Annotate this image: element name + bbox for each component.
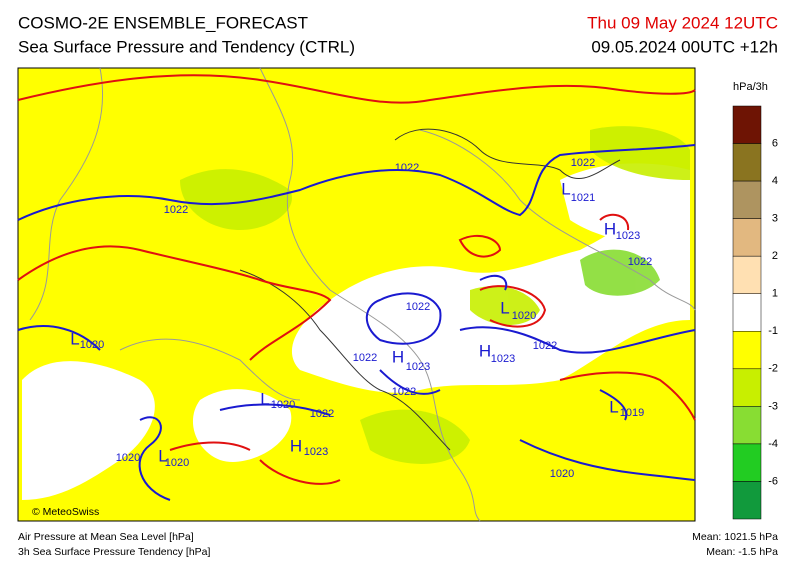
footer-line: Air Pressure at Mean Sea Level [hPa] <box>18 531 194 543</box>
pressure-label: 1022 <box>164 204 188 216</box>
pressure-label: 1020 <box>80 339 104 351</box>
legend: hPa/3h 6 4 3 2 1 -1 -2 -3 -4 -6 <box>732 81 778 520</box>
footer-line: 3h Sea Surface Pressure Tendency [hPa] <box>18 546 211 558</box>
legend-label: -6 <box>768 475 778 487</box>
legend-label: 6 <box>772 137 778 149</box>
mean-tendency: Mean: -1.5 hPa <box>706 546 778 558</box>
pressure-label: 1023 <box>491 353 515 365</box>
legend-swatch <box>732 143 762 182</box>
legend-label: -2 <box>768 363 778 375</box>
legend-swatch <box>732 105 762 144</box>
legend-swatch <box>732 481 762 520</box>
pressure-label: L <box>561 179 570 198</box>
pressure-label: 1022 <box>310 408 334 420</box>
legend-label: 2 <box>772 250 778 262</box>
pressure-label: 1023 <box>616 230 640 242</box>
pressure-label: 1020 <box>271 399 295 411</box>
mean-pressure: Mean: 1021.5 hPa <box>692 531 778 543</box>
legend-swatch <box>732 406 762 445</box>
legend-swatch <box>732 218 762 257</box>
legend-label: -4 <box>768 438 778 450</box>
pressure-label: 1021 <box>571 192 595 204</box>
legend-label: -1 <box>768 325 778 337</box>
legend-label: 1 <box>772 288 778 300</box>
pressure-label: L <box>70 329 79 348</box>
pressure-label: 1022 <box>353 352 377 364</box>
pressure-label: 1019 <box>620 407 644 419</box>
pressure-label: 1022 <box>571 157 595 169</box>
pressure-label: L <box>500 298 509 317</box>
pressure-label: H <box>604 219 616 238</box>
pressure-label: 1022 <box>406 301 430 313</box>
legend-swatch <box>732 443 762 482</box>
legend-label: 4 <box>772 175 778 187</box>
pressure-label: L <box>609 397 618 416</box>
title: COSMO-2E ENSEMBLE_FORECAST <box>18 13 308 32</box>
legend-label: -3 <box>768 400 778 412</box>
pressure-label: H <box>290 436 302 455</box>
pressure-label: 1023 <box>406 361 430 373</box>
pressure-label: 1023 <box>304 446 328 458</box>
pressure-label: 1022 <box>628 256 652 268</box>
pressure-label: 1020 <box>550 468 574 480</box>
pressure-label: 1020 <box>512 310 536 322</box>
pressure-label: H <box>479 341 491 360</box>
pressure-label: L <box>158 446 167 465</box>
legend-swatch <box>732 180 762 219</box>
legend-swatch <box>732 368 762 407</box>
pressure-label: 1022 <box>395 162 419 174</box>
legend-swatch <box>732 293 762 332</box>
pressure-label: H <box>392 347 404 366</box>
pressure-label: 1022 <box>392 386 416 398</box>
pressure-label: 1022 <box>533 340 557 352</box>
legend-swatch <box>732 255 762 294</box>
pressure-label: 1020 <box>116 452 140 464</box>
legend-unit: hPa/3h <box>733 81 768 93</box>
legend-label: 3 <box>772 213 778 225</box>
run-time: 09.05.2024 00UTC +12h <box>591 37 778 56</box>
pressure-label: L <box>260 389 269 408</box>
subtitle: Sea Surface Pressure and Tendency (CTRL) <box>18 37 355 56</box>
credit: © MeteoSwiss <box>32 506 99 518</box>
legend-swatch <box>732 331 762 370</box>
pressure-label: 1020 <box>165 457 189 469</box>
valid-time: Thu 09 May 2024 12UTC <box>587 13 778 32</box>
